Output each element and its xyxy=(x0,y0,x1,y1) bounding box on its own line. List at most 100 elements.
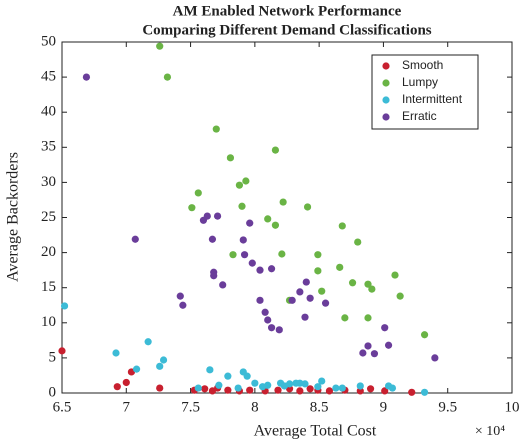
data-point xyxy=(60,302,69,310)
data-point xyxy=(112,349,120,357)
data-point xyxy=(144,338,152,346)
data-point xyxy=(132,365,141,373)
data-point xyxy=(224,386,232,394)
data-point xyxy=(235,181,244,189)
data-point xyxy=(364,314,372,322)
data-point xyxy=(256,296,264,304)
chart-title: Comparing Different Demand Classificatio… xyxy=(142,22,431,38)
y-tick-label: 25 xyxy=(41,209,56,225)
data-point xyxy=(278,250,286,258)
data-point xyxy=(156,42,164,50)
data-point xyxy=(364,342,372,350)
data-point xyxy=(354,238,362,246)
data-point xyxy=(240,251,249,259)
legend-label: Intermittent xyxy=(402,92,463,106)
chart-title: AM Enabled Network Performance xyxy=(173,3,402,19)
x-axis-label: Average Total Cost xyxy=(254,423,377,440)
data-point xyxy=(131,235,139,243)
data-point xyxy=(122,378,130,387)
data-point xyxy=(314,267,322,275)
data-point xyxy=(212,125,220,133)
data-point xyxy=(242,177,250,185)
y-tick-label: 15 xyxy=(41,279,56,295)
legend-marker xyxy=(382,113,390,121)
x-tick-label: 8.5 xyxy=(310,399,329,415)
x-tick-label: 9 xyxy=(380,399,388,415)
data-point xyxy=(238,202,246,210)
data-point xyxy=(396,292,404,300)
data-point xyxy=(201,385,209,393)
y-tick-label: 0 xyxy=(49,384,57,400)
data-point xyxy=(302,278,310,286)
data-point xyxy=(420,331,429,339)
data-point xyxy=(332,384,340,392)
y-tick-label: 40 xyxy=(41,104,56,120)
data-point xyxy=(251,379,259,387)
x-tick-label: 8 xyxy=(251,399,259,415)
data-point xyxy=(356,382,364,390)
data-point xyxy=(321,299,330,307)
data-point xyxy=(285,380,294,388)
data-point xyxy=(215,381,223,389)
data-point xyxy=(159,356,168,364)
data-point xyxy=(194,189,202,197)
data-point xyxy=(364,280,372,288)
data-point xyxy=(267,265,276,273)
data-point xyxy=(384,341,393,349)
x-tick-label: 7 xyxy=(123,399,131,415)
y-tick-label: 35 xyxy=(41,139,56,155)
data-point xyxy=(234,384,242,392)
data-point xyxy=(210,272,218,280)
data-point xyxy=(366,385,375,393)
y-tick-label: 50 xyxy=(41,33,56,49)
legend-label: Smooth xyxy=(402,58,443,72)
y-tick-label: 45 xyxy=(41,69,56,85)
data-point xyxy=(381,324,389,332)
data-point xyxy=(296,387,304,395)
data-point xyxy=(194,384,202,392)
x-tick-label: 9.5 xyxy=(438,399,457,415)
legend-label: Erratic xyxy=(402,109,437,123)
data-point xyxy=(264,215,272,223)
data-point xyxy=(156,384,164,392)
data-point xyxy=(271,221,280,229)
y-axis-label: Average Backorders xyxy=(5,152,22,282)
data-point xyxy=(341,314,349,322)
y-tick-label: 30 xyxy=(41,174,56,190)
data-point xyxy=(179,301,187,309)
x-tick-label: 7.5 xyxy=(181,399,200,415)
data-point xyxy=(208,235,217,243)
data-point xyxy=(381,387,389,395)
y-tick-label: 10 xyxy=(41,314,56,330)
data-point xyxy=(303,203,312,211)
data-point xyxy=(314,251,322,259)
data-point xyxy=(301,380,309,388)
y-tick-label: 5 xyxy=(49,349,57,365)
data-point xyxy=(306,294,314,302)
data-point xyxy=(264,381,272,389)
data-point xyxy=(239,236,247,244)
data-point xyxy=(82,73,91,81)
data-point xyxy=(408,388,416,396)
data-point xyxy=(314,383,322,391)
data-point xyxy=(224,372,232,380)
data-point xyxy=(229,251,237,259)
data-point xyxy=(176,292,184,300)
x-tick-label: 6.5 xyxy=(53,399,72,415)
data-point xyxy=(243,372,251,380)
data-point xyxy=(256,266,264,274)
data-point xyxy=(203,212,211,220)
data-point xyxy=(246,386,254,394)
data-point xyxy=(264,316,272,324)
data-point xyxy=(420,388,429,396)
data-point xyxy=(248,259,256,267)
data-point xyxy=(261,308,269,316)
data-point xyxy=(213,212,222,220)
data-point xyxy=(388,384,397,392)
data-point xyxy=(370,350,379,358)
data-point xyxy=(188,204,196,212)
x-axis-exponent: × 10⁴ xyxy=(475,424,505,439)
data-point xyxy=(163,73,172,81)
data-point xyxy=(226,154,235,162)
